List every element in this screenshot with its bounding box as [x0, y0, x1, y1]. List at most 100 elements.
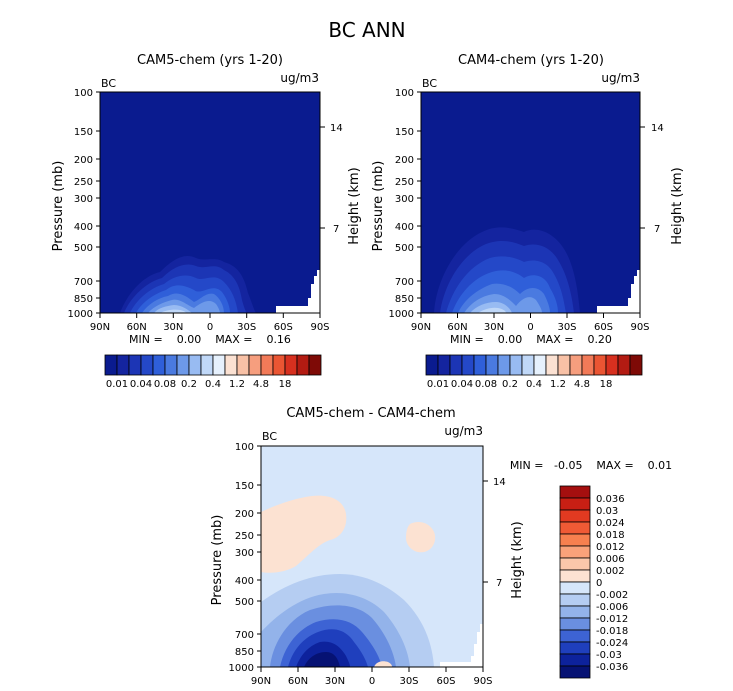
contour-level — [478, 307, 506, 313]
corner-label-right: ug/m3 — [444, 424, 483, 438]
colorbar-swatch — [559, 617, 591, 631]
x-tick-label: 60N — [127, 322, 147, 333]
colorbar — [425, 354, 643, 376]
x-ticks: 90N 60N 30N 0 30S 60S 90S — [251, 667, 493, 687]
figure-title: BC ANN — [328, 18, 405, 42]
colorbar-swatch — [521, 354, 535, 376]
colorbar-swatch — [559, 641, 591, 655]
colorbar-swatch — [308, 354, 322, 376]
panel-difference: CAM5-chem - CAM4-chem BC ug/m3 Pressure … — [210, 406, 672, 687]
colorbar-label: 0.01 — [427, 379, 449, 390]
colorbar-swatch — [224, 354, 238, 376]
colorbar-label: 0.002 — [596, 566, 625, 577]
colorbar-label: 0.4 — [526, 379, 542, 390]
colorbar-label: -0.018 — [596, 626, 628, 637]
y-tick-label: 700 — [235, 630, 254, 641]
colorbar-swatch — [559, 533, 591, 547]
colorbar — [559, 485, 591, 679]
height-ticks: 14 7 — [640, 123, 664, 235]
corner-label-right: ug/m3 — [280, 71, 319, 85]
colorbar-swatch — [296, 354, 310, 376]
y-ticks: 100 150 200 250 300 400 500 700 850 1000 — [68, 88, 100, 320]
colorbar-swatch — [497, 354, 511, 376]
colorbar-swatch — [559, 665, 591, 679]
colorbar-swatch — [272, 354, 286, 376]
y-tick-label: 200 — [235, 509, 254, 520]
y-tick-label: 100 — [235, 442, 254, 453]
height-tick-label: 7 — [496, 578, 502, 589]
colorbar-label: -0.03 — [596, 650, 622, 661]
x-tick-label: 0 — [207, 322, 213, 333]
colorbar-swatch — [176, 354, 190, 376]
y-tick-label: 250 — [235, 531, 254, 542]
colorbar-swatch — [581, 354, 595, 376]
colorbar-swatch — [559, 509, 591, 523]
colorbar-label: 0.012 — [596, 542, 625, 553]
y-tick-label: 400 — [235, 576, 254, 587]
height-tick-label: 14 — [493, 477, 506, 488]
y-ticks: 100 150 200 250 300 400 500 700 850 1000 — [389, 88, 421, 320]
contour-level — [160, 309, 186, 313]
corner-label-left: BC — [262, 430, 277, 443]
y-tick-label: 1000 — [68, 309, 93, 320]
colorbar-label: 18 — [600, 379, 613, 390]
colorbar-label: 0.006 — [596, 554, 625, 565]
y-tick-label: 300 — [235, 548, 254, 559]
colorbar-swatch — [140, 354, 154, 376]
min-max-stats: MIN = -0.05 MAX = 0.01 — [510, 459, 672, 472]
x-ticks: 90N 60N 30N 0 30S 60S 90S — [411, 313, 650, 333]
y-axis-label: Pressure (mb) — [51, 161, 66, 252]
colorbar-label: 0.4 — [205, 379, 221, 390]
colorbar-swatch — [533, 354, 547, 376]
y-tick-label: 850 — [74, 294, 93, 305]
x-tick-label: 30S — [237, 322, 256, 333]
colorbar-swatch — [248, 354, 262, 376]
y-tick-label: 850 — [235, 647, 254, 658]
colorbar-label: 0.04 — [451, 379, 473, 390]
colorbar-swatch — [629, 354, 643, 376]
y-tick-label: 150 — [74, 127, 93, 138]
colorbar-swatch — [284, 354, 298, 376]
colorbar-swatch — [461, 354, 475, 376]
colorbar-swatch — [425, 354, 439, 376]
x-tick-label: 30S — [399, 676, 418, 687]
panel-title: CAM5-chem (yrs 1-20) — [137, 53, 283, 68]
colorbar-swatch — [559, 581, 591, 595]
colorbar-label: -0.006 — [596, 602, 628, 613]
y-tick-label: 1000 — [229, 663, 254, 674]
x-tick-label: 30N — [325, 676, 345, 687]
colorbar-swatch — [128, 354, 142, 376]
colorbar-swatch — [559, 605, 591, 619]
y-tick-label: 700 — [395, 277, 414, 288]
colorbar-swatch — [559, 629, 591, 643]
y-axis-label: Pressure (mb) — [371, 161, 386, 252]
y-tick-label: 700 — [74, 277, 93, 288]
height-tick-label: 7 — [333, 224, 339, 235]
contour-field — [261, 446, 483, 667]
y-tick-label: 150 — [395, 127, 414, 138]
y-tick-label: 400 — [74, 222, 93, 233]
colorbar-label: 0.036 — [596, 494, 625, 505]
y-tick-label: 500 — [74, 243, 93, 254]
x-tick-label: 30S — [557, 322, 576, 333]
y-ticks: 100 150 200 250 300 400 500 700 850 1000 — [229, 442, 261, 674]
x-tick-label: 90N — [90, 322, 110, 333]
colorbar-swatch — [605, 354, 619, 376]
x-tick-label: 60N — [288, 676, 308, 687]
colorbar-label: 0.01 — [106, 379, 128, 390]
colorbar-label: 0 — [596, 578, 602, 589]
y-tick-label: 100 — [395, 88, 414, 99]
x-tick-label: 90S — [473, 676, 492, 687]
x-tick-label: 0 — [527, 322, 533, 333]
x-tick-label: 90S — [310, 322, 329, 333]
colorbar-swatch — [152, 354, 166, 376]
colorbar-label: 1.2 — [229, 379, 245, 390]
height-ticks: 14 7 — [483, 477, 506, 589]
colorbar-label: 0.024 — [596, 518, 625, 529]
colorbar-swatch — [449, 354, 463, 376]
x-tick-label: 90N — [251, 676, 271, 687]
missing-data-mask — [276, 270, 320, 313]
height-ticks: 14 7 — [320, 123, 343, 235]
x-tick-label: 60N — [447, 322, 467, 333]
